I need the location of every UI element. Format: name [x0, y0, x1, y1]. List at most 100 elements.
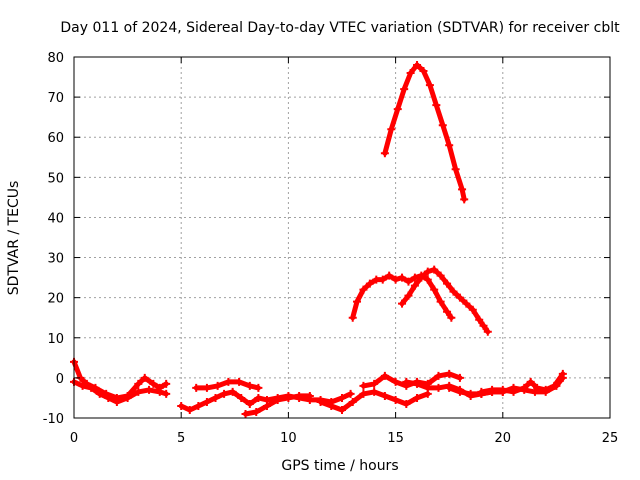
data-point	[254, 383, 263, 392]
data-point	[387, 125, 396, 134]
data-point	[488, 385, 497, 394]
data-point	[438, 121, 447, 130]
data-point	[348, 313, 357, 322]
data-point	[413, 379, 422, 388]
data-point	[402, 399, 411, 408]
data-point	[436, 271, 445, 280]
data-point	[398, 273, 407, 282]
data-point	[123, 393, 132, 402]
data-point	[295, 391, 304, 400]
data-point	[460, 195, 469, 204]
data-point	[359, 285, 368, 294]
data-point	[211, 393, 220, 402]
data-point	[391, 275, 400, 284]
data-point	[134, 387, 143, 396]
data-point	[498, 385, 507, 394]
y-tick-label: 50	[47, 171, 64, 186]
data-point	[213, 381, 222, 390]
data-point	[423, 267, 432, 276]
data-series	[70, 61, 567, 418]
chart-title: Day 011 of 2024, Sidereal Day-to-day VTE…	[60, 20, 620, 36]
x-tick-label: 15	[387, 431, 404, 446]
data-point	[425, 81, 434, 90]
data-point	[434, 383, 443, 392]
data-point	[526, 377, 535, 386]
series-low-10	[478, 371, 566, 395]
data-point	[78, 381, 87, 390]
data-point	[316, 397, 325, 406]
data-point	[541, 385, 550, 394]
data-point	[468, 305, 477, 314]
data-point	[475, 315, 484, 324]
data-point	[477, 387, 486, 396]
data-point	[202, 383, 211, 392]
x-tick-label: 0	[70, 431, 78, 446]
data-point	[305, 391, 314, 400]
data-point	[445, 369, 454, 378]
data-point	[380, 371, 389, 380]
data-point	[254, 393, 263, 402]
data-point	[385, 271, 394, 280]
data-point	[417, 273, 426, 282]
data-point	[458, 185, 467, 194]
data-point	[533, 383, 542, 392]
data-point	[430, 265, 439, 274]
data-point	[95, 389, 104, 398]
data-point	[520, 383, 529, 392]
x-tick-label: 5	[177, 431, 185, 446]
data-point	[177, 401, 186, 410]
data-point	[237, 393, 246, 402]
data-point	[228, 387, 237, 396]
data-point	[434, 371, 443, 380]
data-point	[445, 141, 454, 150]
data-point	[398, 299, 407, 308]
data-point	[140, 373, 149, 382]
x-axis-label: GPS time / hours	[281, 458, 398, 474]
data-point	[241, 409, 250, 418]
y-tick-label: 30	[47, 252, 64, 267]
data-point	[359, 381, 368, 390]
y-tick-label: 60	[47, 131, 64, 146]
grid	[74, 57, 610, 418]
data-point	[445, 383, 454, 392]
data-point	[252, 407, 261, 416]
data-point	[509, 387, 518, 396]
data-point	[359, 389, 368, 398]
data-point	[134, 379, 143, 388]
y-tick-label: 0	[56, 372, 64, 387]
data-point	[432, 101, 441, 110]
data-point	[145, 385, 154, 394]
series-arc-peak	[382, 62, 467, 202]
data-point	[365, 279, 374, 288]
data-point	[423, 383, 432, 392]
data-point	[466, 389, 475, 398]
data-point	[430, 285, 439, 294]
data-point	[273, 395, 282, 404]
y-tick-label: 20	[47, 292, 64, 307]
data-point	[436, 297, 445, 306]
y-tick-label: 70	[47, 91, 64, 106]
data-point	[338, 405, 346, 414]
data-point	[455, 387, 464, 396]
data-point	[391, 395, 400, 404]
data-point	[455, 373, 464, 382]
data-point	[202, 397, 211, 406]
data-point	[380, 149, 389, 158]
data-point	[185, 405, 194, 414]
data-point	[443, 279, 452, 288]
y-tick-label: 40	[47, 211, 64, 226]
data-point	[370, 387, 379, 396]
data-point	[400, 85, 409, 94]
x-tick-label: 25	[602, 431, 619, 446]
data-point	[404, 277, 413, 286]
data-point	[558, 369, 567, 378]
data-point	[162, 389, 171, 398]
data-point	[112, 397, 121, 406]
data-point	[447, 313, 456, 322]
data-point	[235, 377, 244, 386]
data-point	[410, 281, 419, 290]
data-point	[245, 381, 254, 390]
data-point	[224, 377, 233, 386]
data-point	[550, 381, 559, 390]
data-point	[449, 287, 458, 296]
